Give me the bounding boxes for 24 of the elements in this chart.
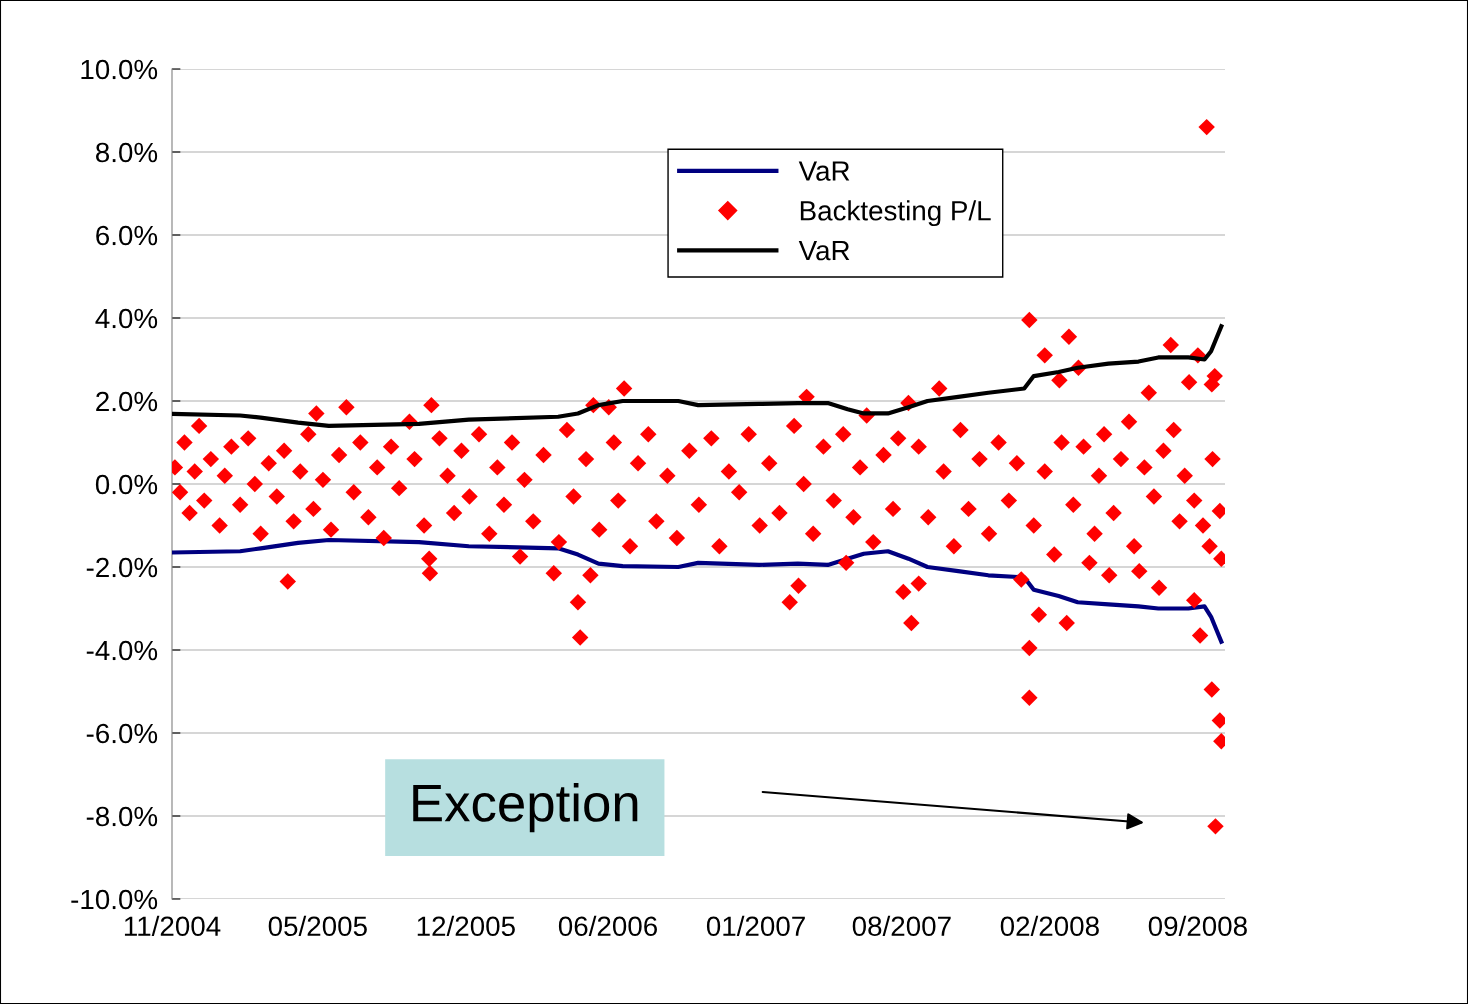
x-tick-label: 06/2006 <box>558 915 657 937</box>
y-tick-label: -10.0% <box>71 889 158 910</box>
y-tick-label: 10.0% <box>81 59 158 80</box>
x-tick-label: 09/2008 <box>1148 915 1247 937</box>
x-tick-label: 08/2007 <box>852 915 951 937</box>
x-tick-label: 01/2007 <box>706 915 805 937</box>
x-tick-label: 12/2005 <box>417 915 515 937</box>
y-tick-label: -8.0% <box>86 806 158 827</box>
y-tick-label: -6.0% <box>86 723 158 744</box>
y-tick-label: 0.0% <box>95 474 158 495</box>
y-tick-label: 8.0% <box>96 142 158 163</box>
y-tick-label: 2.0% <box>96 391 158 412</box>
legend-label: VaR <box>798 161 850 181</box>
x-tick-label: 05/2005 <box>268 915 367 937</box>
x-tick-label: 11/2004 <box>124 915 221 937</box>
line-series <box>172 324 1224 428</box>
y-tick-label: 4.0% <box>95 308 158 329</box>
y-tick-label: 6.0% <box>96 225 158 246</box>
annotation: Exception <box>413 783 638 833</box>
y-tick-label: -4.0% <box>86 640 158 661</box>
legend-label: Backtesting P/L <box>800 200 991 227</box>
y-tick-label: -2.0% <box>86 557 158 578</box>
legend-label: VaR <box>798 240 850 261</box>
x-tick-label: 02/2008 <box>1000 915 1099 937</box>
